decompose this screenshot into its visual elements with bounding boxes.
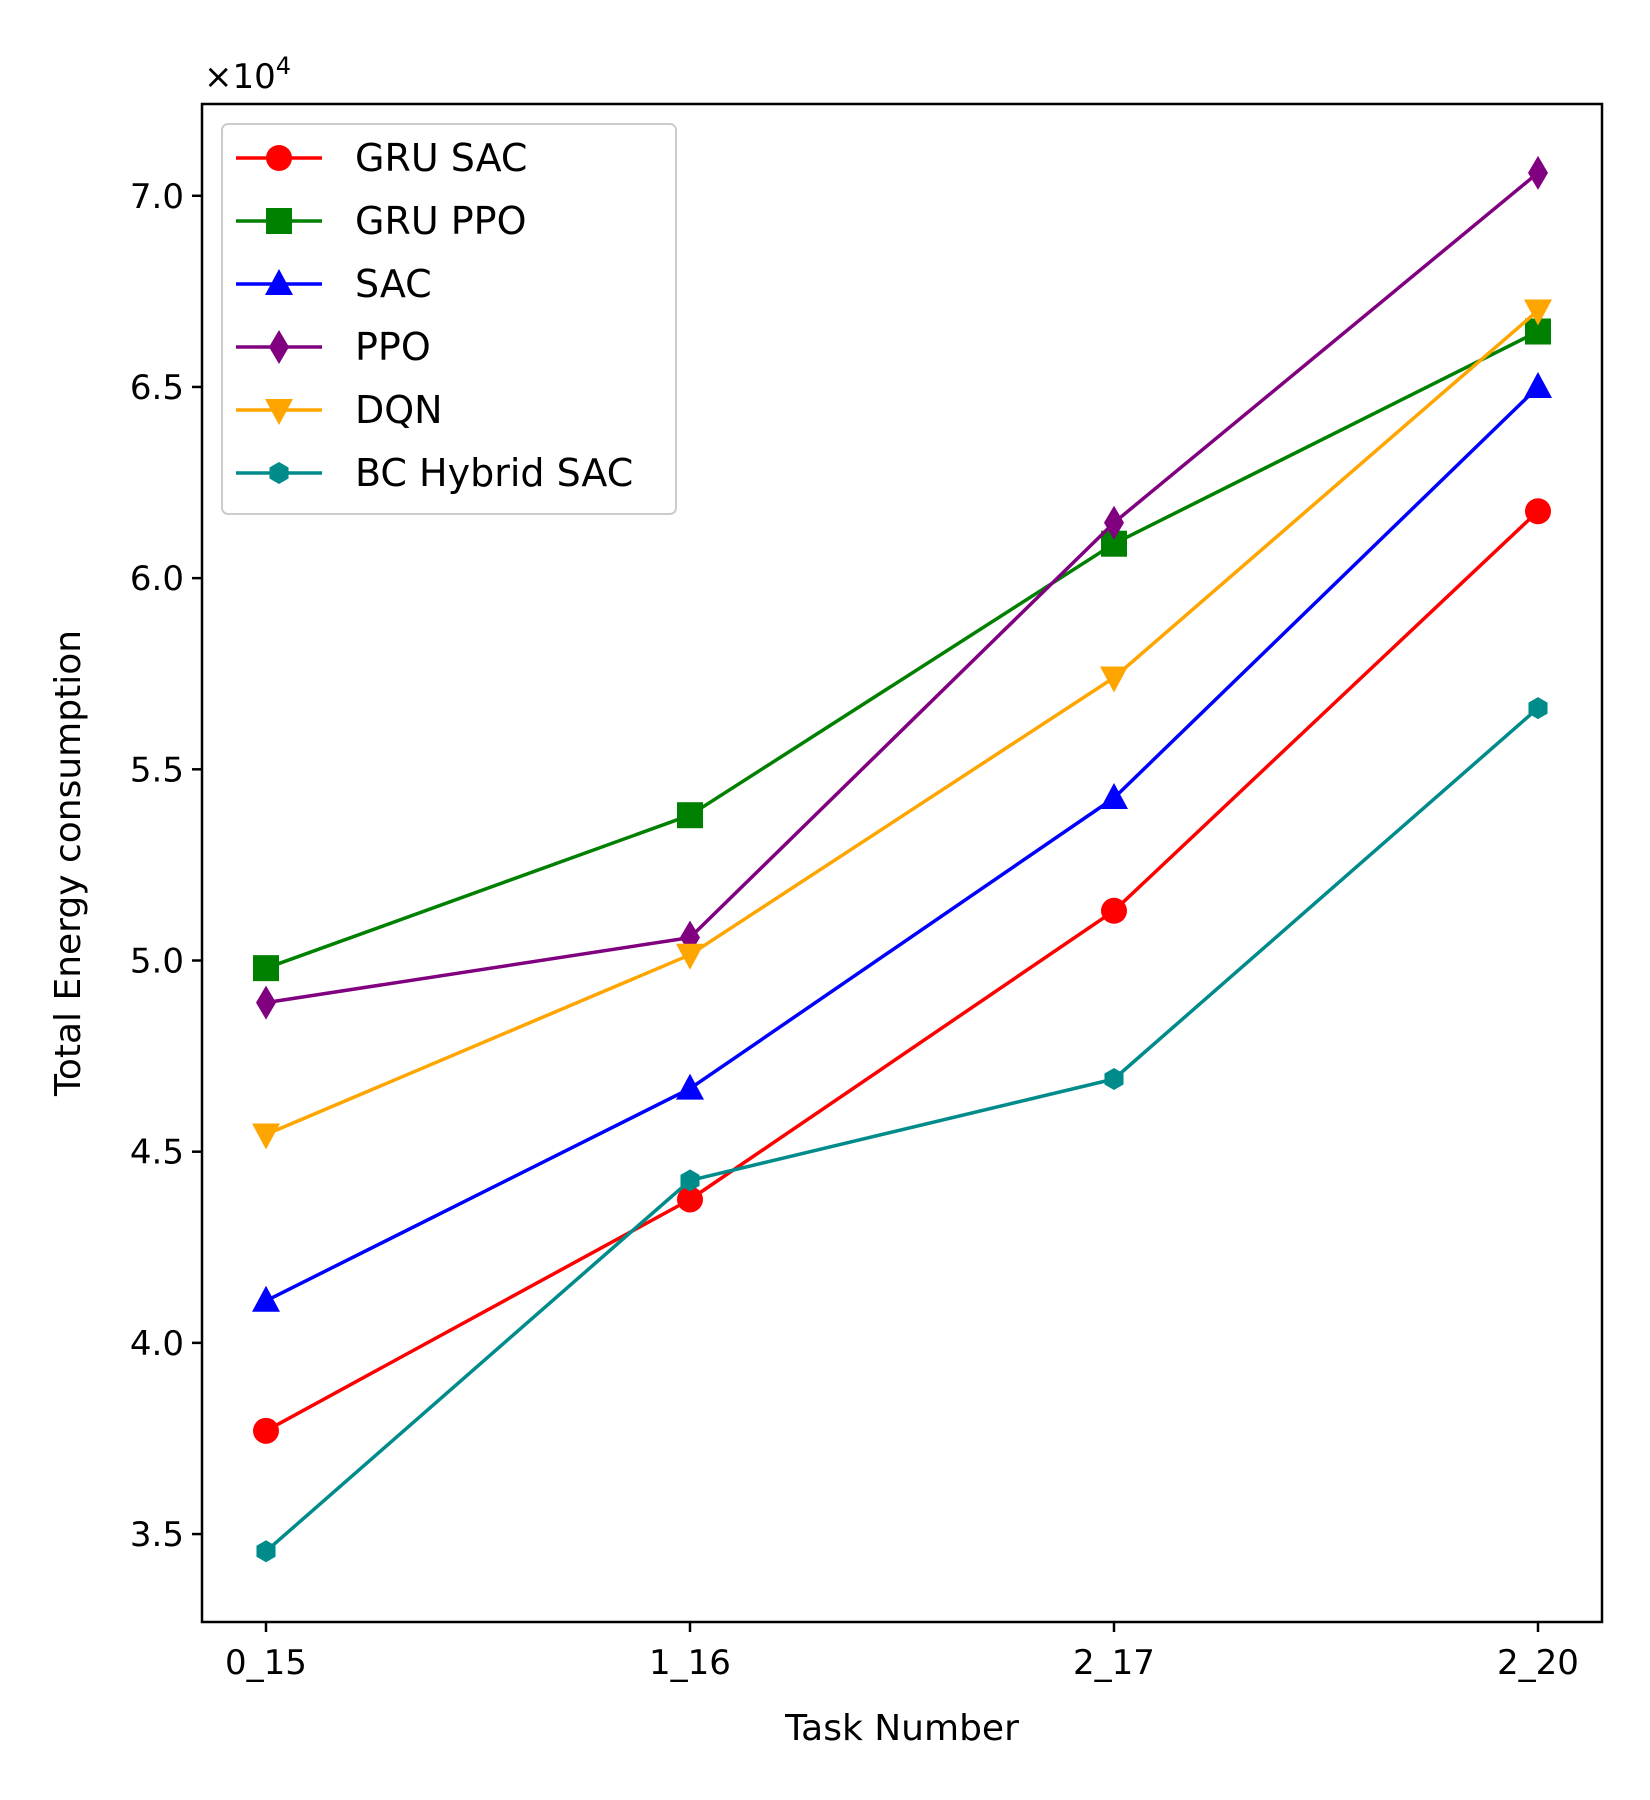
data-point-sac-2 (1100, 782, 1128, 809)
x-axis-title: Task Number (784, 1708, 1019, 1749)
data-point-sac-0 (252, 1285, 280, 1312)
series-dqn (252, 299, 1552, 1150)
x-tick-label: 2_17 (1073, 1643, 1155, 1683)
legend-frame (221, 123, 677, 515)
series-line-gru-sac (265, 509, 1540, 1433)
series-line-bc-hybrid-sac (264, 706, 1540, 1553)
series-bc-hybrid-sac (256, 697, 1548, 1563)
legend-label: GRU PPO (355, 199, 526, 243)
legend-marker-ppo (269, 330, 289, 364)
legend-label: DQN (355, 388, 443, 432)
data-point-ppo-0 (256, 985, 276, 1020)
legend-label: PPO (355, 325, 431, 369)
y-tick-label: 6.0 (130, 559, 184, 599)
data-point-gru-sac-0 (253, 1417, 279, 1444)
legend-label: GRU SAC (355, 136, 527, 180)
legend-marker-dqn (265, 399, 293, 425)
data-point-gru-ppo-1 (677, 802, 703, 829)
y-tick-label: 7.0 (130, 177, 184, 217)
y-multiplier-exponent: 4 (276, 52, 291, 80)
legend: GRU SAC GRU PPO SAC PPO DQN BC Hybrid SAC (221, 123, 677, 515)
y-tick-label: 5.5 (130, 750, 184, 790)
y-tick-label: 6.5 (130, 368, 184, 408)
legend-entry-sac: SAC (236, 262, 432, 306)
y-tick-label: 5.0 (130, 942, 184, 982)
y-axis-title: Total Energy consumption (48, 630, 89, 1097)
data-point-bc-hybrid-sac-3 (1528, 697, 1548, 720)
data-point-bc-hybrid-sac-1 (680, 1169, 700, 1192)
data-point-gru-sac-1 (677, 1186, 703, 1213)
legend-entry-gru-ppo: GRU PPO (236, 199, 526, 243)
legend-entry-ppo: PPO (236, 325, 431, 369)
data-point-bc-hybrid-sac-0 (256, 1540, 276, 1563)
x-tick-label: 2_20 (1497, 1643, 1579, 1683)
data-point-dqn-1 (676, 943, 704, 970)
series-line-dqn (265, 309, 1540, 1137)
y-multiplier-label: ×104 (204, 52, 291, 97)
legend-marker-gru-sac (266, 145, 292, 171)
y-tick-label: 4.5 (130, 1133, 184, 1173)
data-point-sac-1 (676, 1073, 704, 1100)
y-tick-label: 4.0 (130, 1324, 184, 1364)
data-point-gru-sac-3 (1525, 498, 1551, 525)
series-line-gru-ppo (265, 329, 1539, 970)
data-point-ppo-2 (1104, 505, 1124, 540)
legend-marker-bc-hybrid-sac (269, 462, 289, 484)
plot-frame (200, 102, 1604, 1624)
series-line-ppo (265, 171, 1540, 1005)
legend-marker-gru-ppo (266, 208, 292, 234)
legend-entry-bc-hybrid-sac: BC Hybrid SAC (236, 451, 633, 495)
y-axis: 3.5 4.0 4.5 5.0 5.5 6.0 6.5 7.0 (130, 177, 202, 1555)
data-point-gru-ppo-0 (253, 955, 279, 982)
data-point-ppo-3 (1528, 155, 1548, 190)
x-axis: 0_15 1_16 2_17 2_20 (225, 1622, 1579, 1683)
legend-label: BC Hybrid SAC (355, 451, 633, 495)
legend-entry-gru-sac: GRU SAC (236, 136, 527, 180)
legend-label: SAC (355, 262, 432, 306)
series-line-sac (265, 385, 1540, 1303)
data-point-bc-hybrid-sac-2 (1104, 1068, 1124, 1091)
data-point-sac-3 (1524, 371, 1552, 398)
legend-marker-sac (265, 269, 293, 295)
data-point-dqn-0 (252, 1123, 280, 1150)
y-tick-label: 3.5 (130, 1515, 184, 1555)
series-sac (252, 371, 1552, 1312)
x-tick-label: 0_15 (225, 1643, 307, 1683)
x-tick-label: 1_16 (649, 1643, 731, 1683)
series-gru-sac (253, 498, 1551, 1444)
data-point-gru-sac-2 (1101, 897, 1127, 924)
data-point-dqn-3 (1524, 299, 1552, 326)
legend-entry-dqn: DQN (236, 388, 443, 432)
series-layer (252, 155, 1552, 1563)
data-point-dqn-2 (1100, 666, 1128, 693)
